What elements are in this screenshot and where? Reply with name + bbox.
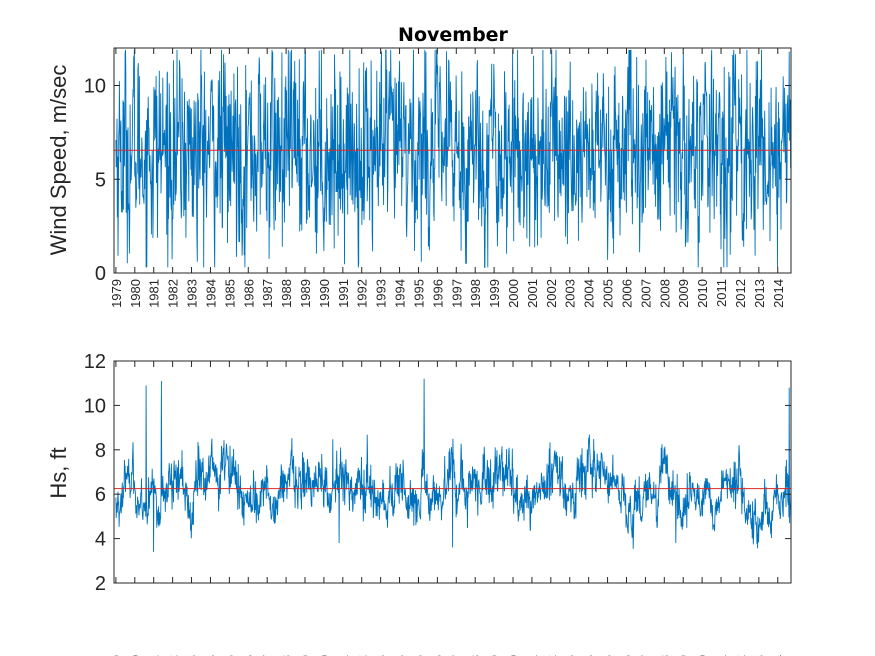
wind-speed-axes-box [113,47,792,274]
y-tick-label: 8 [95,440,106,462]
x-tick-label: 1979 [109,279,124,308]
hs-axes-box [113,360,792,584]
x-tick-label: 1992 [355,279,370,308]
x-tick-label: 1982 [166,279,181,308]
x-tick-label: 2007 [638,279,653,308]
x-tick-label: 2014 [771,279,786,308]
x-tick-label: 1980 [128,279,143,308]
x-tick-label: 1998 [468,279,483,308]
x-tick-label: 2004 [582,279,597,308]
x-tick-label: 2009 [676,279,691,308]
y-tick-label: 5 [95,169,106,191]
x-tick-label: 2008 [657,279,672,308]
x-tick-label: 2010 [695,279,710,308]
x-tick-label: 2005 [601,279,616,308]
x-tick-label: 1996 [430,279,445,308]
x-tick-label: 2013 [752,279,767,308]
series-line [115,49,791,268]
x-tick-label: 1993 [374,279,389,308]
series-line [115,378,791,552]
y-tick-label: 4 [95,529,106,551]
x-tick-label: 1991 [336,279,351,308]
y-tick-label: 10 [84,76,106,98]
x-tick-label: 1989 [298,279,313,308]
x-tick-label: 1987 [260,279,275,308]
y-axis-label-wind: Wind Speed, m/sec [46,65,71,256]
x-tick-label: 1988 [279,279,294,308]
x-tick-label: 2012 [733,279,748,308]
wind-speed-plot-area [114,49,791,268]
x-tick-label: 2002 [544,279,559,308]
y-tick-label: 6 [95,484,106,506]
chart-title: November [398,24,509,46]
x-tick-label: 2003 [563,279,578,308]
hs-plot-area [114,378,791,552]
x-tick-label: 2001 [525,279,540,308]
x-tick-label: 1999 [487,279,502,308]
x-tick-label: 1981 [147,279,162,308]
y-tick-label: 2 [95,573,106,595]
x-tick-label: 1994 [393,279,408,308]
x-tick-label: 1985 [222,279,237,308]
y-tick-label: 10 [84,395,106,417]
hs-y-ticks: 2 4 6 8 10 12 [84,351,791,595]
x-tick-label: 2006 [619,279,634,308]
x-tick-label: 1984 [203,279,218,308]
wind-speed-x-ticks: 1979 1980 1981 1982 1983 1984 1985 1986 1987 1988… [109,48,786,308]
x-tick-label: 1986 [241,279,256,308]
x-tick-label: 1990 [317,279,332,308]
x-tick-label: 2011 [714,279,729,307]
x-tick-label: 1997 [449,279,464,308]
x-tick-label: 2000 [506,279,521,308]
wind-speed-panel: November Wind Speed, m/sec 0 5 10 1979 1980… [46,24,792,308]
y-tick-label: 0 [95,263,106,285]
wind-speed-y-ticks: 0 5 10 [84,76,791,285]
y-tick-label: 12 [84,351,106,373]
x-tick-label: 1983 [185,279,200,308]
x-tick-label: 1995 [411,279,426,308]
y-axis-label-hs: Hs, ft [46,447,71,498]
